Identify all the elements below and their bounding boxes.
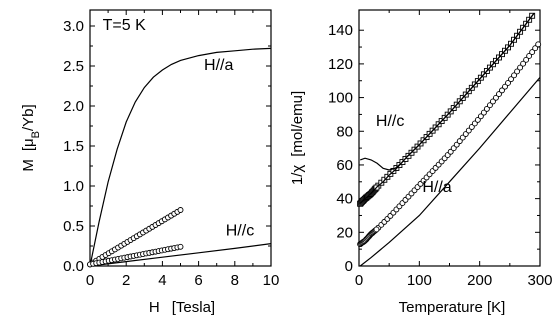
right-y-tick-label: 80 — [336, 123, 353, 140]
left-x-tick-label: 8 — [231, 272, 239, 289]
right-series-3-point — [514, 68, 521, 75]
right-series-3-point — [477, 113, 484, 120]
left-y-tick-label: 3.0 — [63, 18, 84, 35]
right-annotation-1: H//a — [422, 179, 451, 196]
magnetization-panel: 0 2 4 6 8 10 0.0 0.5 1.0 1.5 2.0 2.5 3.0 T=5 K H//a H/… — [20, 9, 279, 316]
right-series-3-point — [499, 87, 505, 94]
inverse-susceptibility-panel: 0 100 200 300 0 20 40 60 80 100 120 140 H//c H//a Te… — [289, 9, 553, 316]
right-y-tick-label: 120 — [328, 56, 353, 73]
left-x-tick-label: 10 — [263, 272, 280, 289]
right-series-3-point — [505, 80, 511, 86]
right-series-3-point — [486, 102, 493, 109]
right-series-3-point — [489, 98, 496, 105]
right-x-tick-label: 0 — [355, 272, 363, 289]
left-annotation-2: H//c — [226, 223, 254, 240]
right-annotations: H//c H//a — [376, 113, 452, 196]
left-annotation-0: T=5 K — [103, 17, 146, 34]
left-ticks: 0 2 4 6 8 10 0.0 0.5 1.0 1.5 2.0 2.5 3.0 — [63, 10, 279, 289]
right-series-3-point — [523, 56, 530, 63]
right-series-3-point — [480, 109, 487, 116]
right-y-tick-label: 60 — [336, 157, 353, 174]
left-y-axis-label: M[μB/Yb] — [20, 104, 42, 171]
right-series-3-point — [535, 41, 542, 48]
left-series-2-point — [177, 207, 184, 213]
right-series-3-point — [508, 76, 514, 83]
left-y-tick-label: 2.0 — [63, 98, 84, 115]
left-annotation-1: H//a — [204, 57, 233, 74]
right-series-3-point — [496, 91, 502, 98]
right-ticks: 0 100 200 300 0 20 40 60 80 100 120 140 — [328, 10, 553, 289]
left-annotations: T=5 K H//a H//c — [103, 17, 255, 240]
right-series-3-point — [511, 72, 518, 79]
right-series-3-point — [502, 83, 508, 90]
left-x-axis-label: H [Tesla] — [149, 299, 215, 316]
right-series-2-line — [360, 13, 535, 171]
right-annotation-0: H//c — [376, 113, 404, 130]
left-y-tick-label: 0.5 — [63, 218, 84, 235]
left-series — [87, 47, 272, 268]
left-x-tick-label: 4 — [158, 272, 166, 289]
right-y-tick-label: 0 — [345, 258, 353, 275]
left-series-3-point — [177, 243, 184, 250]
right-series-3-point — [529, 49, 536, 56]
left-y-tick-label: 0.0 — [63, 258, 84, 275]
right-x-tick-label: 200 — [467, 272, 492, 289]
left-y-tick-label: 2.5 — [63, 58, 84, 75]
right-y-tick-label: 140 — [328, 22, 353, 39]
left-x-tick-label: 0 — [86, 272, 94, 289]
right-plot-frame — [358, 9, 541, 267]
right-series-3-point — [373, 226, 380, 233]
left-x-tick-label: 6 — [194, 272, 202, 289]
left-y-tick-label: 1.5 — [63, 138, 84, 155]
right-x-axis-label: Temperature [K] — [399, 299, 506, 316]
right-y-axis-label: 1/χ[mol/emu] — [289, 91, 306, 185]
right-series-3-point — [517, 64, 524, 71]
right-x-tick-label: 100 — [407, 272, 432, 289]
right-series-3-point — [526, 52, 533, 59]
right-series-3-point — [532, 45, 539, 52]
right-x-tick-label: 300 — [527, 272, 552, 289]
left-x-tick-label: 2 — [122, 272, 130, 289]
right-series-3-point — [483, 105, 490, 112]
right-series-4-line — [359, 76, 541, 267]
right-y-tick-label: 40 — [336, 191, 353, 208]
left-y-tick-label: 1.0 — [63, 178, 84, 195]
left-series-0-line — [89, 47, 272, 267]
right-series — [357, 12, 542, 267]
right-series-3-point — [520, 60, 527, 67]
left-series-1-line — [89, 243, 272, 267]
right-series-3-point — [493, 94, 499, 101]
right-y-tick-label: 20 — [336, 224, 353, 241]
right-y-tick-label: 100 — [328, 90, 353, 107]
